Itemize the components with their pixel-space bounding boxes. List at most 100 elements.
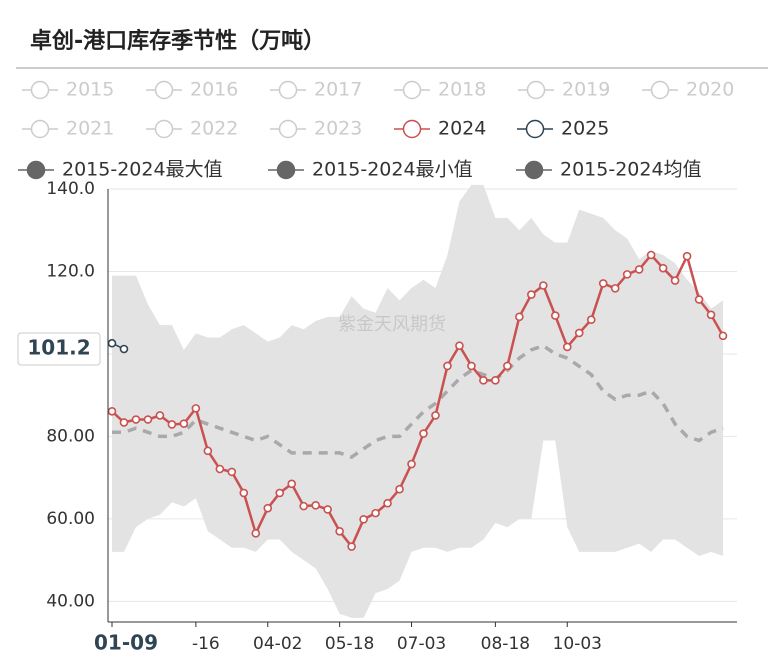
point (419, 429, 428, 438)
point (407, 459, 416, 469)
legend-label: 2020 (686, 79, 734, 101)
point (131, 415, 141, 424)
point (215, 464, 225, 474)
point (527, 290, 536, 299)
legend-label: 2025 (561, 118, 609, 140)
point (610, 284, 620, 293)
legend-item[interactable]: 2021 (22, 118, 114, 140)
point (503, 361, 512, 371)
series-line (112, 343, 724, 459)
pointer-label: 101.2 (27, 336, 90, 360)
range-band (112, 184, 724, 618)
legend-item[interactable]: 2018 (394, 79, 486, 101)
point (119, 418, 129, 427)
legend-marker (26, 160, 46, 180)
legend-label: 2015-2024最小值 (312, 159, 473, 181)
point (682, 251, 692, 261)
legend-label: 2017 (314, 79, 362, 101)
legend-item[interactable]: 2024 (394, 118, 486, 140)
point (275, 488, 285, 498)
point (658, 263, 668, 273)
point (347, 542, 356, 551)
y-tick-label: 140.0 (46, 179, 95, 199)
legend-item[interactable]: 2016 (146, 79, 238, 101)
point (550, 311, 560, 320)
legend-marker (154, 119, 174, 139)
legend-marker (30, 80, 50, 100)
series-line (111, 252, 725, 549)
point (263, 503, 273, 513)
legend-marker (278, 119, 298, 139)
point (670, 276, 680, 285)
legend-label: 2016 (190, 79, 238, 101)
point (574, 328, 584, 338)
x-tick-label: -16 (192, 634, 220, 654)
legend-item[interactable]: 2022 (146, 118, 238, 140)
legend-label: 2024 (438, 118, 486, 140)
legend-item[interactable]: 2015 (22, 79, 114, 101)
y-tick-label: 80.00 (46, 426, 95, 446)
legend-label: 2015-2024均值 (560, 159, 702, 181)
point (143, 415, 153, 424)
point (646, 250, 656, 260)
point (491, 376, 500, 385)
point (299, 501, 308, 511)
point (335, 526, 344, 536)
legend-item[interactable]: 2017 (270, 79, 362, 101)
point (718, 331, 728, 341)
legend-marker (524, 160, 544, 180)
point (371, 508, 380, 518)
point (694, 295, 704, 304)
point (383, 498, 392, 508)
legend-item[interactable]: 2015-2024最小值 (268, 159, 473, 181)
point (179, 419, 189, 428)
y-tick-label: 60.00 (46, 509, 95, 529)
legend-item[interactable]: 2020 (642, 79, 734, 101)
point (107, 338, 117, 348)
point (539, 281, 548, 290)
point (622, 270, 632, 279)
legend-marker (30, 119, 50, 139)
legend-label: 2015 (66, 79, 114, 101)
chart-title: 卓创-港口库存季节性（万吨） (30, 28, 325, 54)
point (455, 341, 464, 351)
legend-label: 2022 (190, 118, 238, 140)
legend-marker (525, 119, 545, 139)
legend-label: 2023 (314, 118, 362, 140)
point (586, 315, 596, 325)
legend-item[interactable]: 2023 (270, 118, 362, 140)
point (167, 420, 177, 429)
legend-label: 2021 (66, 118, 114, 140)
legend-label: 2015-2024最大值 (62, 159, 223, 181)
x-tick-label: 05-18 (325, 634, 374, 654)
watermark: 紫金天风期货 (338, 314, 446, 335)
x-tick-label: 08-18 (481, 634, 530, 654)
point (287, 479, 297, 489)
point (107, 406, 117, 416)
point (191, 404, 201, 413)
legend-label: 2019 (562, 79, 610, 101)
point (359, 515, 368, 524)
legend-marker (402, 119, 422, 139)
x-tick-label: 10-03 (553, 634, 602, 654)
y-tick-label: 120.0 (46, 261, 95, 281)
legend-marker (650, 80, 670, 100)
point (119, 344, 129, 354)
legend-item[interactable]: 2015-2024均值 (516, 159, 702, 181)
point (395, 484, 404, 494)
legend-marker (276, 160, 296, 180)
point (562, 342, 572, 352)
point (239, 488, 249, 498)
legend-item[interactable]: 2019 (518, 79, 610, 101)
legend-item[interactable]: 2015-2024最大值 (18, 159, 223, 181)
y-tick-label: 40.00 (46, 591, 95, 611)
legend-item[interactable]: 2025 (517, 118, 609, 140)
point (515, 312, 524, 322)
pointer-label-box (17, 332, 101, 366)
point (443, 361, 452, 371)
point (155, 411, 165, 420)
x-tick-label: 01-09 (94, 631, 158, 655)
point (431, 411, 440, 420)
point (203, 446, 213, 456)
